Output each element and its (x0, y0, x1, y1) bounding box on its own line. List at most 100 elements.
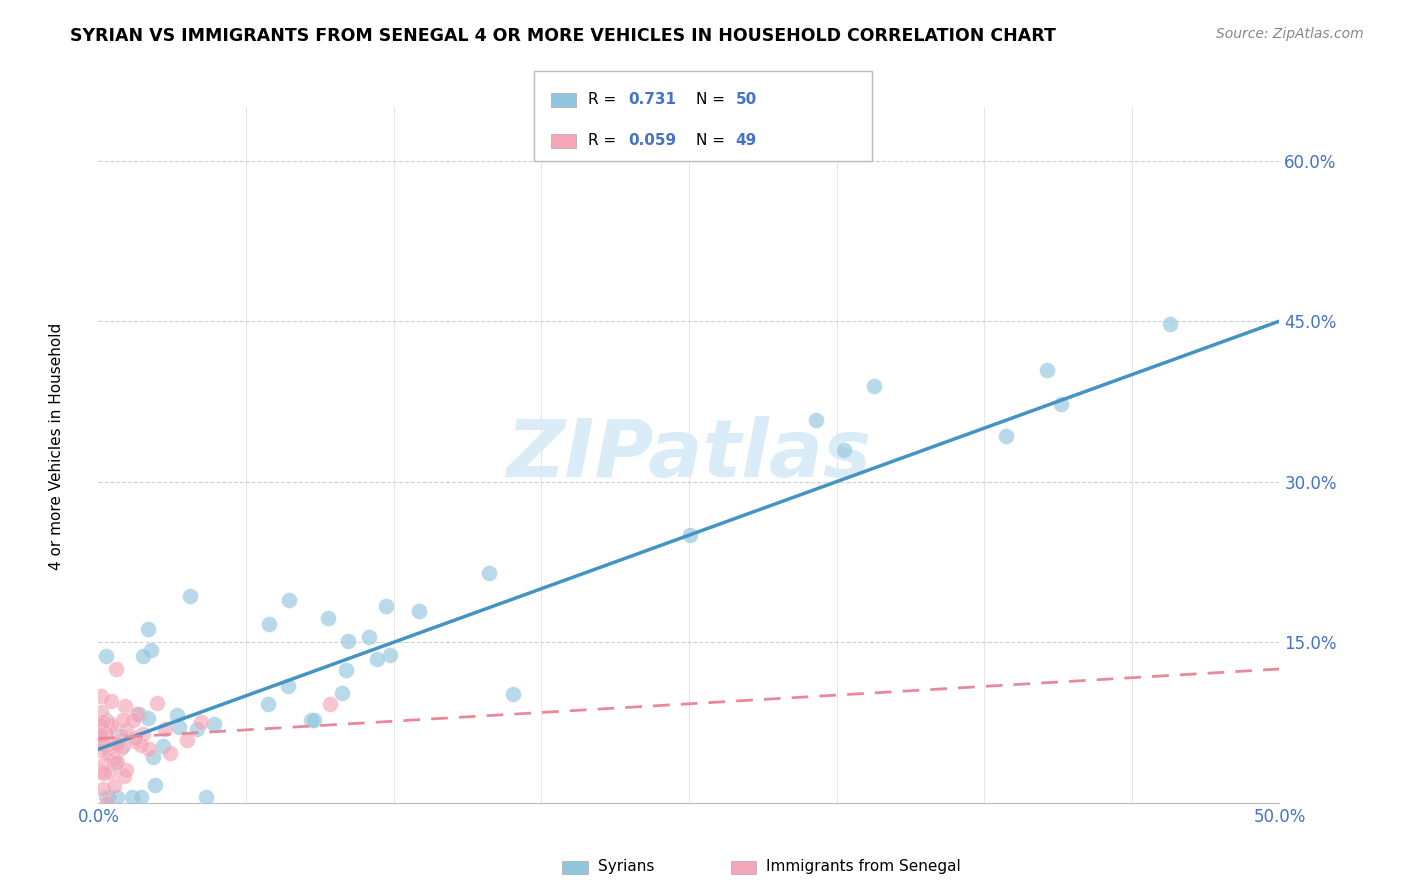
Text: N =: N = (696, 92, 730, 106)
Point (111, 714, 134, 728)
Text: 0.059: 0.059 (628, 133, 676, 147)
Point (96, 796, 118, 810)
Point (121, 790, 143, 805)
Point (374, 599, 396, 613)
Point (202, 717, 225, 731)
Point (316, 611, 339, 625)
Point (330, 686, 353, 700)
Point (94, 713, 117, 727)
Point (257, 697, 280, 711)
Point (155, 722, 177, 736)
Point (105, 737, 128, 751)
Point (93, 765, 115, 780)
Text: Syrians: Syrians (598, 859, 654, 873)
Point (139, 643, 162, 657)
Text: N =: N = (696, 133, 730, 147)
Point (104, 662, 127, 676)
Text: Source: ZipAtlas.com: Source: ZipAtlas.com (1216, 27, 1364, 41)
Point (129, 738, 152, 752)
Point (97, 790, 120, 805)
Point (152, 739, 174, 754)
Point (257, 616, 280, 631)
Point (190, 714, 212, 729)
Point (319, 697, 342, 711)
Text: ZIPatlas: ZIPatlas (506, 416, 872, 494)
Point (114, 763, 136, 777)
Point (96, 726, 118, 740)
Point (114, 723, 136, 738)
Point (122, 713, 145, 727)
Point (94, 648, 117, 663)
Point (299, 713, 322, 727)
Point (832, 442, 855, 457)
Point (90, 689, 112, 703)
Point (129, 790, 152, 805)
Point (186, 722, 208, 736)
Point (90, 764, 112, 779)
Point (91, 714, 114, 729)
Point (105, 790, 128, 805)
Text: 0.731: 0.731 (628, 92, 676, 106)
Point (90, 705, 112, 719)
Point (94, 790, 117, 805)
Point (105, 756, 128, 770)
Text: R =: R = (588, 92, 626, 106)
Point (136, 711, 159, 725)
Point (100, 717, 122, 731)
Point (93, 734, 115, 748)
Point (90, 742, 112, 756)
Point (103, 779, 125, 793)
Point (366, 652, 388, 666)
Point (1159, 318, 1181, 332)
Point (804, 413, 827, 427)
Point (97, 747, 120, 762)
Point (98, 765, 121, 780)
Point (408, 604, 430, 618)
Point (335, 663, 357, 677)
Point (111, 739, 134, 753)
Point (357, 630, 380, 644)
Point (103, 752, 125, 766)
Point (110, 741, 132, 756)
Point (994, 429, 1017, 443)
Point (143, 778, 166, 792)
Point (128, 706, 150, 721)
Point (91, 781, 114, 796)
Text: Immigrants from Senegal: Immigrants from Senegal (766, 859, 962, 873)
Point (94, 727, 117, 741)
Point (138, 742, 160, 756)
Point (114, 699, 136, 714)
Point (478, 566, 501, 580)
Point (136, 622, 159, 636)
Point (166, 708, 188, 723)
Point (1050, 397, 1073, 411)
Point (94, 756, 117, 770)
Point (132, 649, 155, 664)
Point (337, 633, 360, 648)
Text: SYRIAN VS IMMIGRANTS FROM SENEGAL 4 OR MORE VEHICLES IN HOUSEHOLD CORRELATION CH: SYRIAN VS IMMIGRANTS FROM SENEGAL 4 OR M… (70, 27, 1056, 45)
Point (277, 679, 299, 693)
Point (90, 731, 112, 745)
Point (132, 727, 155, 741)
Point (104, 739, 127, 754)
Point (194, 790, 217, 805)
Point (90, 728, 112, 742)
Point (278, 592, 301, 607)
Point (100, 719, 122, 733)
Point (94, 738, 117, 752)
Point (124, 731, 146, 745)
Text: 49: 49 (735, 133, 756, 147)
Point (679, 528, 702, 542)
Point (90, 729, 112, 743)
Point (179, 589, 201, 603)
Point (100, 694, 122, 708)
Point (142, 750, 165, 764)
Point (304, 714, 326, 728)
Point (380, 648, 402, 662)
Point (502, 687, 524, 701)
Text: 4 or more Vehicles in Household: 4 or more Vehicles in Household (49, 322, 63, 570)
Point (167, 720, 190, 734)
Point (159, 746, 181, 760)
Point (145, 696, 167, 710)
Text: R =: R = (588, 133, 626, 147)
